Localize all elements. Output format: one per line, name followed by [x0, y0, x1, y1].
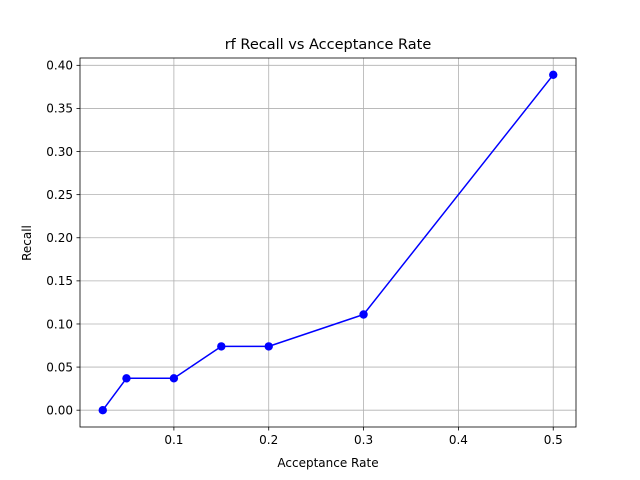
grid: [80, 58, 576, 427]
chart-title: rf Recall vs Acceptance Rate: [225, 37, 432, 53]
y-tick-label: 0.30: [46, 145, 73, 159]
data-point: [217, 342, 226, 351]
data-point: [169, 374, 179, 383]
y-tick-label: 0.20: [46, 231, 73, 245]
x-tick-label: 0.2: [259, 433, 278, 447]
y-tick-label: 0.10: [46, 317, 73, 331]
data-point: [98, 405, 107, 415]
x-tick-label: 0.4: [449, 433, 468, 447]
data-point: [359, 310, 368, 319]
y-tick-label: 0.35: [46, 102, 73, 116]
data-point: [549, 70, 558, 80]
series-layer: [98, 70, 558, 415]
y-tick-label: 0.40: [46, 59, 73, 73]
plot-frame: [79, 57, 577, 428]
ticks: 0.1 0.2 0.3 0.4 0.5 0.00 0.05 0.10 0.15 0.20 0.25 0…: [46, 59, 563, 447]
y-axis-label: Recall: [20, 225, 34, 261]
axes: [79, 57, 577, 428]
x-tick-label: 0.1: [164, 433, 183, 447]
y-tick-label: 0.25: [46, 188, 73, 202]
x-axis-label: Acceptance Rate: [277, 456, 378, 470]
y-tick-label: 0.00: [46, 403, 73, 417]
x-tick-label: 0.5: [544, 433, 563, 447]
data-point: [122, 374, 131, 383]
x-tick-label: 0.3: [354, 433, 373, 447]
data-point: [264, 342, 273, 351]
y-tick-label: 0.05: [46, 360, 73, 374]
y-tick-label: 0.15: [46, 274, 73, 288]
